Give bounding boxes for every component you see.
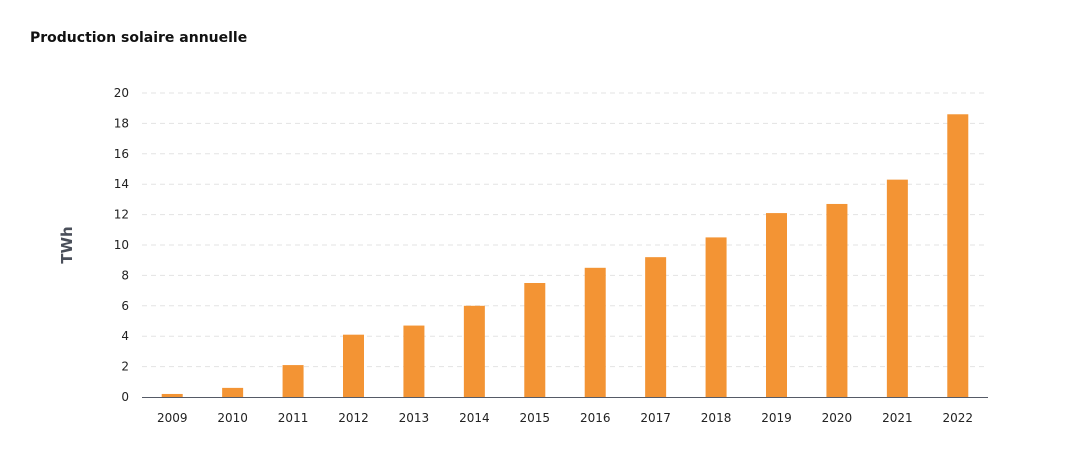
x-tick-label: 2021: [882, 411, 913, 425]
x-tick-label: 2012: [338, 411, 369, 425]
bar-2021: [886, 179, 908, 397]
y-tick-label: 0: [121, 390, 129, 404]
x-tick-label: 2017: [640, 411, 671, 425]
y-tick-label: 12: [114, 208, 129, 222]
x-tick-label: 2014: [459, 411, 490, 425]
x-tick-label: 2015: [520, 411, 551, 425]
bar-2009: [161, 393, 183, 397]
y-axis-ticks: 0 2 4 6 8 10 12 14 16 18 20: [114, 86, 129, 404]
bar-2020: [826, 203, 848, 397]
chart-title: Production solaire annuelle: [30, 30, 248, 46]
bar-2022: [947, 114, 969, 397]
x-axis-ticks: 2009 2010 2011 2012 2013 2014 2015 2016 2017 2018…: [157, 411, 973, 425]
x-tick-label: 2020: [822, 411, 853, 425]
bar-2011: [282, 365, 304, 397]
y-tick-label: 4: [121, 329, 129, 343]
bar-2018: [705, 237, 727, 397]
y-tick-label: 16: [114, 147, 129, 161]
bar-2019: [766, 213, 787, 397]
x-tick-label: 2013: [399, 411, 430, 425]
x-tick-label: 2011: [278, 411, 309, 425]
y-tick-label: 8: [121, 268, 129, 282]
y-tick-label: 20: [114, 86, 129, 100]
bar-2010: [222, 387, 244, 397]
x-tick-label: 2016: [580, 411, 611, 425]
bar-2014: [463, 305, 485, 397]
x-tick-label: 2019: [761, 411, 792, 425]
bar-2015: [524, 283, 546, 397]
bars: [161, 114, 969, 397]
y-tick-label: 2: [121, 360, 129, 374]
bar-2017: [645, 257, 667, 397]
y-tick-label: 18: [114, 116, 129, 130]
y-axis-title: TWh: [58, 226, 76, 263]
x-tick-label: 2010: [217, 411, 248, 425]
x-tick-label: 2022: [943, 411, 974, 425]
y-tick-label: 10: [114, 238, 129, 252]
y-tick-label: 14: [114, 177, 129, 191]
grid-lines: [142, 92, 988, 368]
bar-2012: [343, 334, 364, 397]
x-tick-label: 2018: [701, 411, 732, 425]
bar-2016: [584, 267, 606, 397]
bar-2013: [403, 325, 425, 397]
x-tick-label: 2009: [157, 411, 188, 425]
y-tick-label: 6: [121, 299, 129, 313]
